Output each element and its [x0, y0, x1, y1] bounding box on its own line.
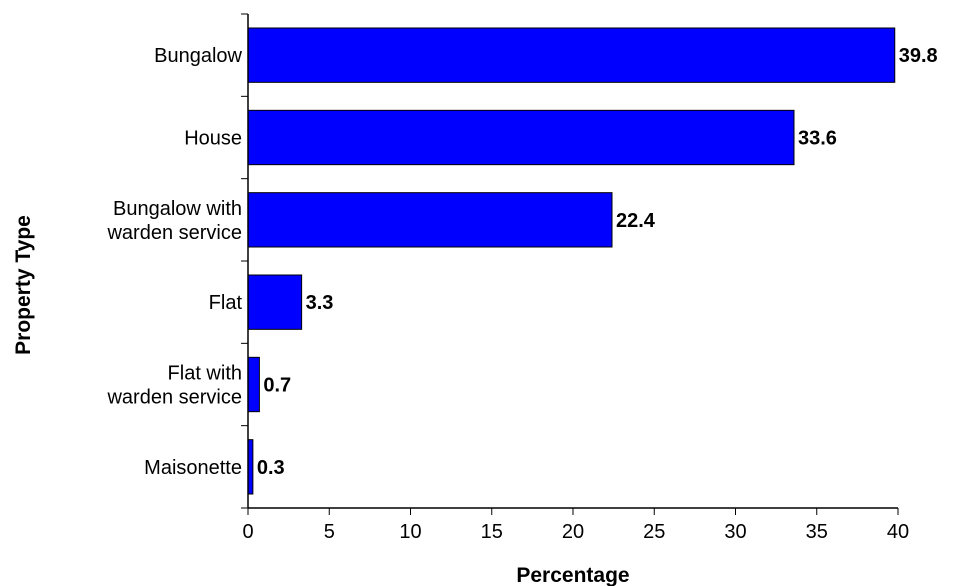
category-labels-group: Bungalow House Bungalow with warden service… [106, 45, 242, 479]
x-tick-label: 15 [481, 521, 503, 543]
x-tick-label: 35 [806, 521, 828, 543]
value-label: 3.3 [306, 292, 334, 314]
bars-group [247, 27, 896, 495]
value-label: 0.7 [263, 375, 291, 397]
axes-group [241, 13, 898, 509]
value-label: 22.4 [616, 210, 656, 232]
value-label: 0.3 [257, 457, 285, 479]
bar [247, 356, 260, 413]
x-ticks-group: 0 5 10 15 20 25 30 35 40 [242, 508, 909, 543]
x-tick-label: 25 [643, 521, 665, 543]
x-tick-label: 20 [562, 521, 584, 543]
value-label: 39.8 [899, 45, 938, 67]
category-label: Bungalow with warden service [106, 198, 242, 244]
category-label: House [184, 128, 242, 150]
bar [247, 274, 303, 330]
x-tick-label: 30 [724, 521, 746, 543]
category-label: Maisonette [144, 457, 242, 479]
category-label: Flat with warden service [106, 363, 242, 409]
x-tick-label: 40 [887, 521, 909, 543]
category-label: Flat [209, 292, 243, 314]
x-tick-label: 0 [242, 521, 253, 543]
x-tick-label: 5 [324, 521, 335, 543]
value-label: 33.6 [798, 128, 837, 150]
bar [247, 27, 896, 83]
category-label: Bungalow [154, 45, 242, 67]
x-tick-label: 10 [399, 521, 421, 543]
bar [247, 192, 613, 248]
x-axis-title: Percentage [516, 564, 629, 586]
value-labels-group: 39.8 33.6 22.4 3.3 0.7 0.3 [257, 45, 938, 479]
y-axis-title: Property Type [12, 215, 35, 355]
bar [247, 109, 795, 166]
